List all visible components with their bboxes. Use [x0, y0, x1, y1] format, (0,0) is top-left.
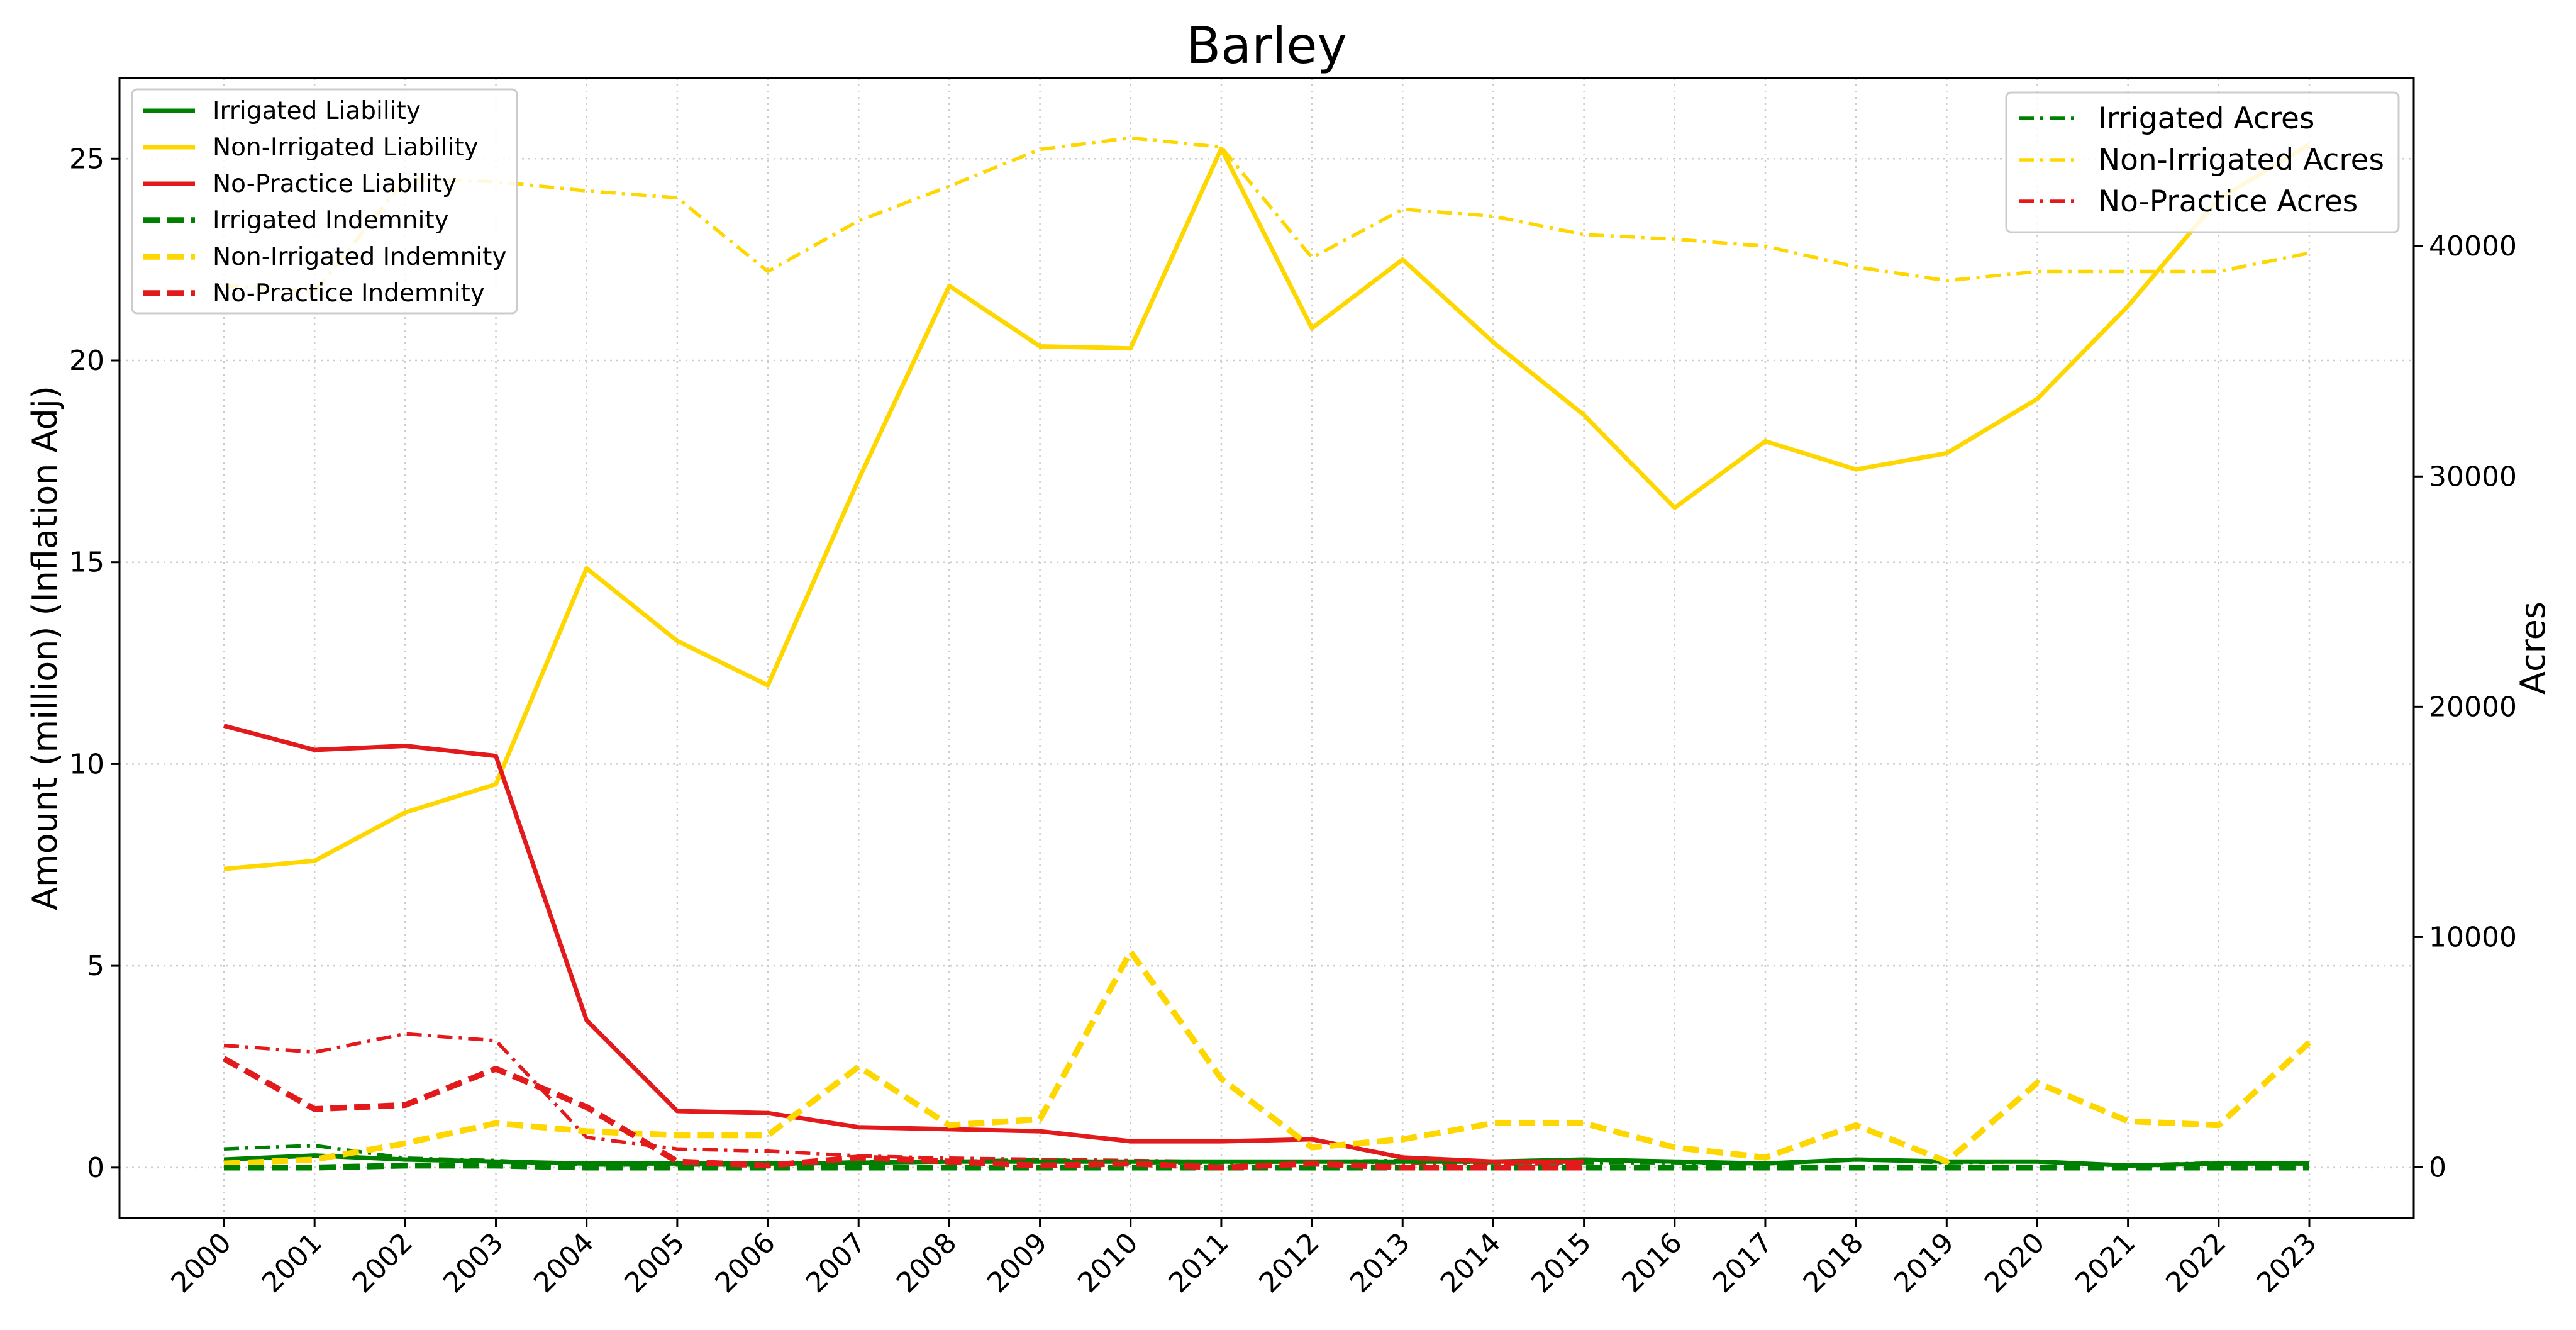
legend-left-label-irrigated-liability: Irrigated Liability	[213, 97, 421, 125]
y-axis-right-title: Acres	[2513, 601, 2553, 695]
y-left-tick-label: 25	[69, 143, 104, 175]
y-left-tick-label: 10	[69, 748, 104, 780]
plot-frame	[118, 77, 2415, 1219]
legend-right-label-no-practice-acres: No-Practice Acres	[2098, 184, 2358, 219]
y-axis-left-title: Amount (million) (Inflation Adj)	[25, 386, 65, 910]
legend-right-label-non-irrigated-acres: Non-Irrigated Acres	[2098, 143, 2384, 177]
series-line-non-irrigated-indemnity	[223, 948, 2312, 1167]
legend-left-label-non-irrigated-indemnity: Non-Irrigated Indemnity	[213, 243, 507, 271]
series-line-irrigated-liability	[223, 1153, 2309, 1168]
series-line-non-irrigated-liability	[223, 142, 2311, 871]
y-right-tick-label: 10000	[2429, 921, 2517, 953]
legend-left-label-no-practice-indemnity: No-Practice Indemnity	[213, 279, 485, 308]
y-left-tick-label: 20	[69, 345, 104, 377]
y-right-tick-label: 30000	[2429, 461, 2517, 493]
chart-title: Barley	[1186, 16, 1347, 75]
legend-right: Irrigated Acres Non-Irrigated Acres No-Pra…	[2005, 91, 2400, 233]
legend-left-label-non-irrigated-liability: Non-Irrigated Liability	[213, 133, 479, 162]
legend-right-label-irrigated-acres: Irrigated Acres	[2098, 101, 2314, 136]
y-right-tick-label: 0	[2429, 1151, 2446, 1183]
y-left-tick-label: 15	[69, 547, 104, 579]
series-line-no-practice-liability	[223, 724, 1584, 1164]
legend-left-label-irrigated-indemnity: Irrigated Indemnity	[213, 206, 449, 235]
legend-left: Irrigated Liability Non-Irrigated Liabili…	[131, 88, 518, 315]
legend-left-label-no-practice-liability: No-Practice Liability	[213, 170, 457, 198]
y-right-tick-label: 20000	[2429, 691, 2517, 723]
y-left-tick-label: 5	[87, 950, 104, 982]
y-left-tick-label: 0	[87, 1152, 104, 1184]
series-line-non-irrigated-acres	[223, 136, 2310, 294]
series-layer	[222, 136, 2312, 1171]
legend-left-box	[131, 88, 518, 315]
series-line-no-practice-indemnity	[222, 1056, 1584, 1171]
legend-right-box	[2005, 91, 2400, 233]
y-right-tick-label: 40000	[2429, 230, 2517, 262]
